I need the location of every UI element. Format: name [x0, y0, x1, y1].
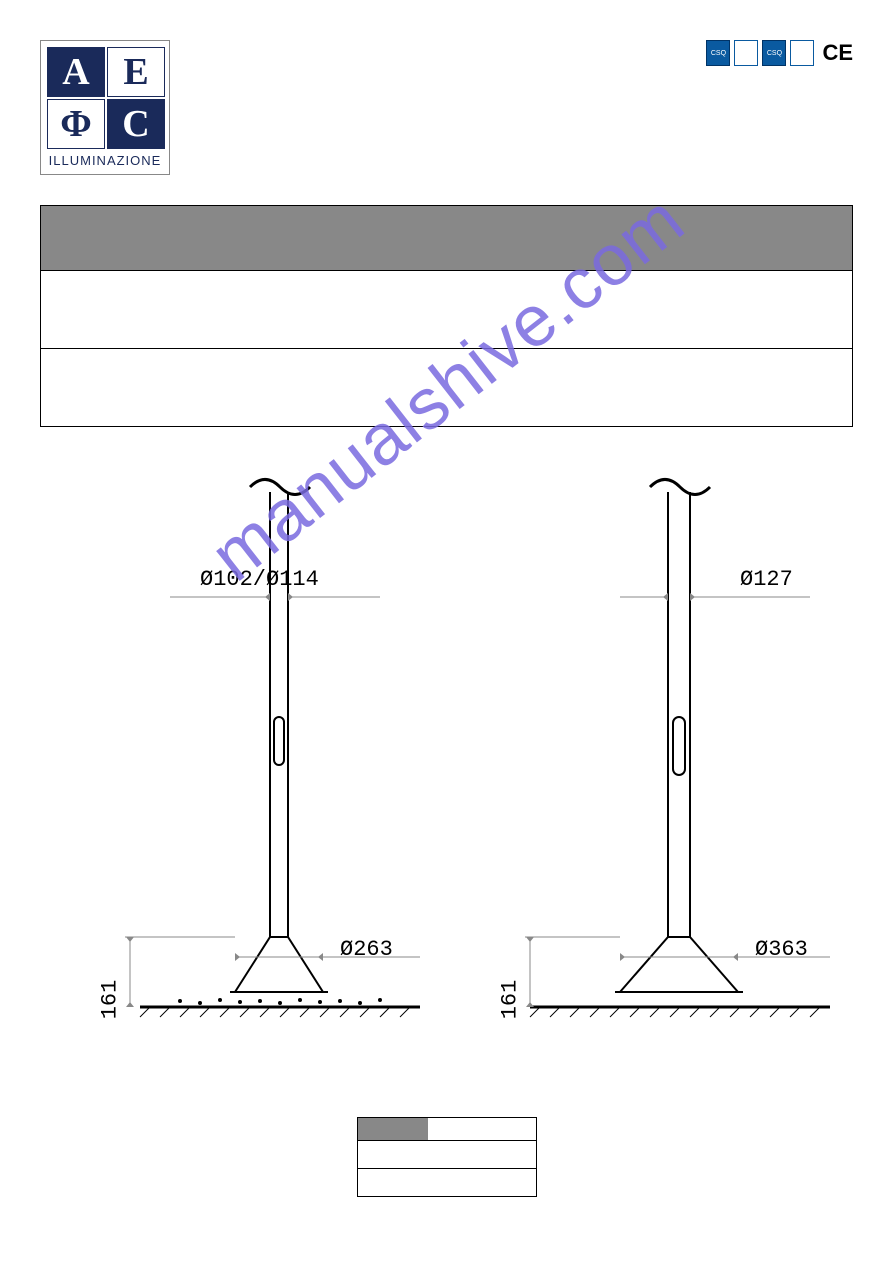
bottom-table-row [358, 1168, 536, 1196]
dim-top-diameter-right: Ø127 [740, 567, 793, 592]
logo-subtitle: ILLUMINAZIONE [47, 153, 163, 168]
bottom-table [357, 1117, 537, 1197]
info-table [40, 205, 853, 427]
info-table-row [41, 270, 852, 348]
info-table-row [41, 348, 852, 426]
ce-mark: CE [822, 40, 853, 66]
technical-diagrams: manualshive.com [40, 467, 853, 1087]
company-logo: A E Φ C ILLUMINAZIONE [40, 40, 170, 175]
bottom-table-header [358, 1118, 428, 1140]
certification-badges: CSQ CSQ CE [706, 40, 853, 66]
logo-letter-e: E [107, 47, 165, 97]
pole-svg-left [80, 467, 460, 1067]
pole-diagram-right: Ø127 161 Ø363 [480, 467, 860, 1072]
dim-base-diameter-right: Ø363 [755, 937, 808, 962]
csq-badge-1: CSQ [706, 40, 730, 66]
page-header: A E Φ C ILLUMINAZIONE CSQ CSQ CE [40, 40, 853, 175]
dim-base-height-right: 161 [497, 980, 522, 1020]
logo-letter-phi: Φ [47, 99, 105, 149]
pole-diagram-left: Ø102/Ø114 161 Ø263 [80, 467, 460, 1072]
dim-base-diameter-left: Ø263 [340, 937, 393, 962]
logo-letter-a: A [47, 47, 105, 97]
dim-base-height-left: 161 [97, 980, 122, 1020]
csq-badge-2: CSQ [762, 40, 786, 66]
cert-badge-light-1 [734, 40, 758, 66]
cert-badge-light-2 [790, 40, 814, 66]
info-table-header [41, 206, 852, 270]
pole-svg-right [480, 467, 860, 1067]
bottom-table-row [358, 1140, 536, 1168]
dim-top-diameter-left: Ø102/Ø114 [200, 567, 319, 592]
logo-letter-c: C [107, 99, 165, 149]
